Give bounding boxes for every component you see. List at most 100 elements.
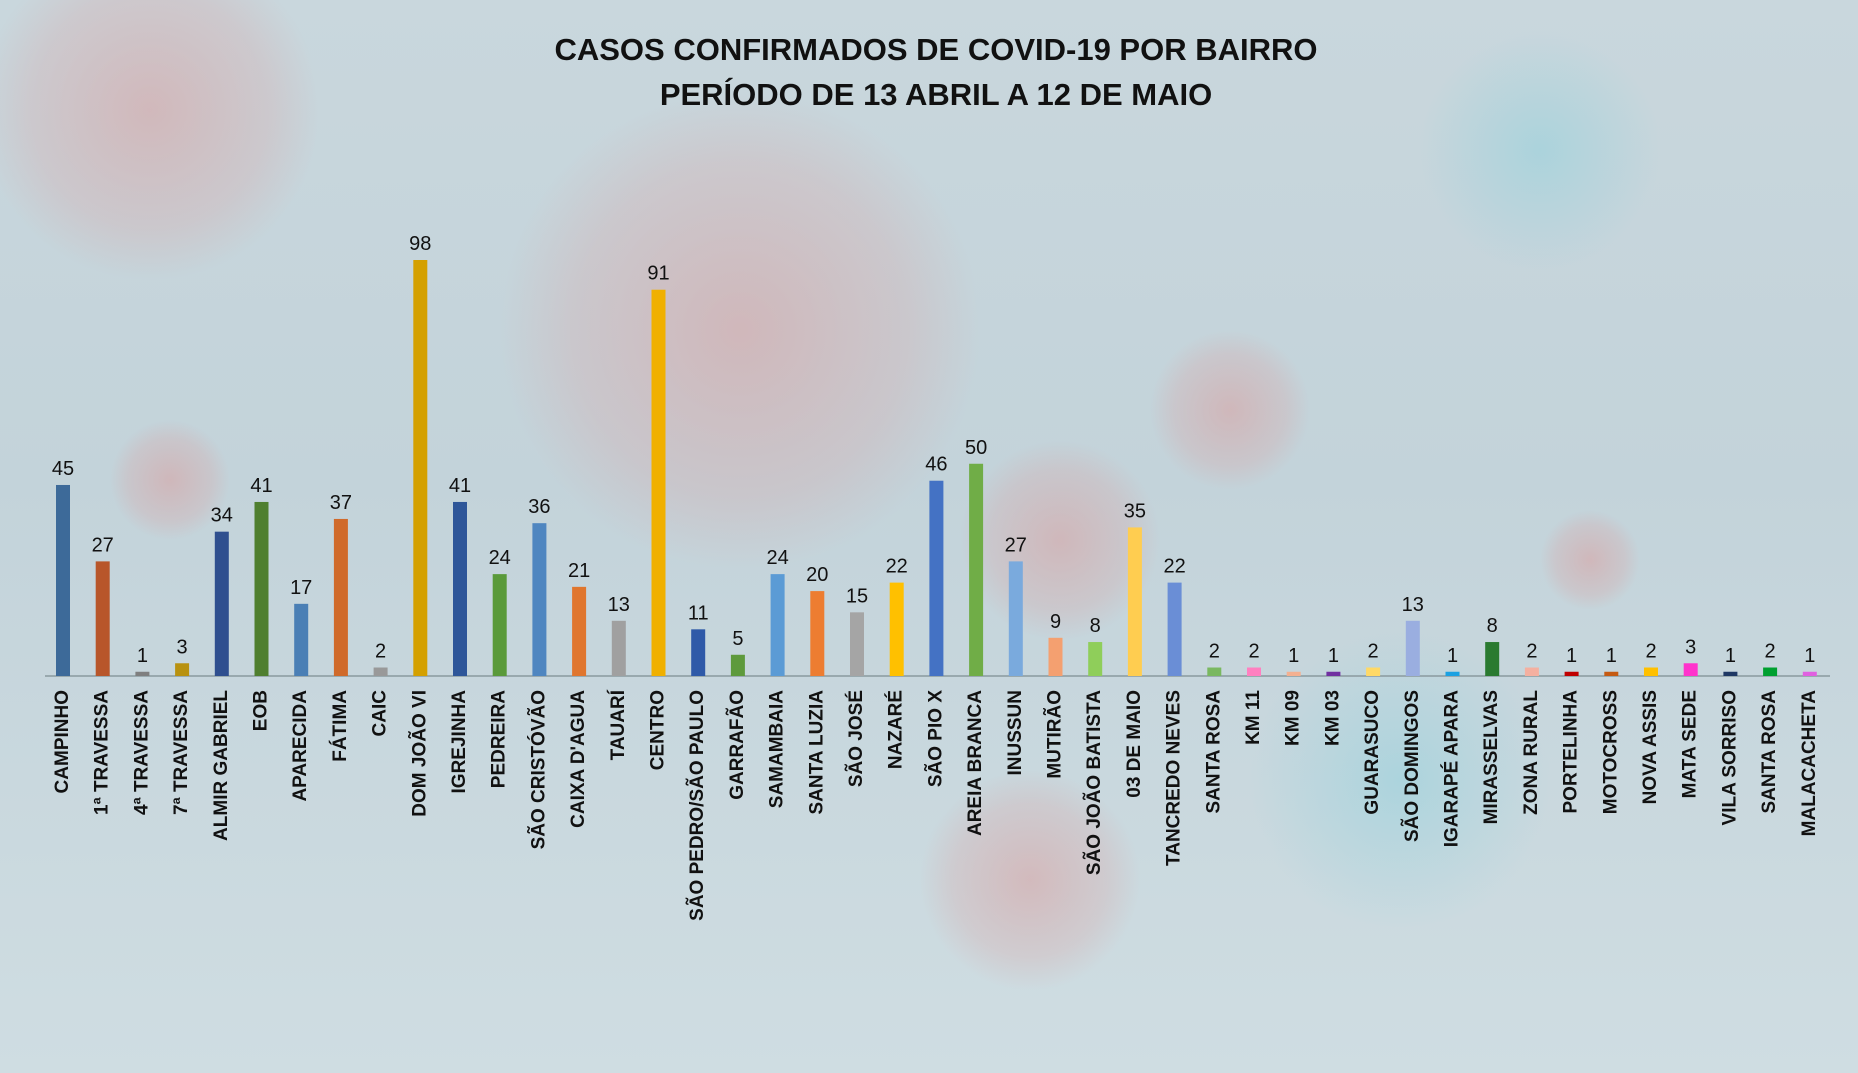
- bar: [255, 502, 269, 676]
- chart: CASOS CONFIRMADOS DE COVID-19 POR BAIRRO…: [0, 0, 1858, 1073]
- x-tick-label: MUTIRÃO: [1044, 690, 1066, 779]
- data-label: 2: [375, 641, 386, 663]
- bar: [1644, 668, 1658, 676]
- bar: [850, 612, 864, 676]
- bar: [413, 260, 427, 676]
- x-tick-label: FÁTIMA: [329, 690, 351, 762]
- bar: [334, 519, 348, 676]
- data-label: 13: [608, 594, 630, 616]
- data-label: 98: [409, 233, 431, 255]
- bar: [1803, 672, 1817, 676]
- data-label: 9: [1050, 611, 1061, 633]
- x-tick-label: MOTOCROSS: [1600, 690, 1621, 814]
- x-tick-label: CENTRO: [648, 690, 669, 770]
- data-label: 37: [330, 492, 352, 514]
- data-label: 21: [568, 560, 590, 582]
- data-label: 1: [1804, 645, 1815, 667]
- data-label: 41: [250, 475, 272, 497]
- bar: [612, 621, 626, 676]
- bar: [572, 587, 586, 676]
- x-tick-label: VILA SORRISO: [1719, 690, 1740, 825]
- bar: [1565, 672, 1579, 676]
- bar: [1763, 668, 1777, 676]
- x-tick-label: CAMPINHO: [52, 690, 73, 793]
- bar: [969, 464, 983, 676]
- bar: [1366, 668, 1380, 676]
- data-label: 1: [1566, 645, 1577, 667]
- data-label: 41: [449, 475, 471, 497]
- bar: [1485, 642, 1499, 676]
- bar: [652, 290, 666, 676]
- x-tick-label: SÃO PIO X: [924, 690, 946, 787]
- x-tick-label: 7ª TRAVESSA: [171, 690, 192, 815]
- x-tick-label: MATA SEDE: [1680, 690, 1701, 798]
- bar: [1446, 672, 1460, 676]
- data-label: 17: [290, 577, 312, 599]
- bar: [493, 574, 507, 676]
- data-label: 3: [1685, 636, 1696, 658]
- bar: [929, 481, 943, 676]
- x-tick-label: SÃO DOMINGOS: [1401, 690, 1423, 842]
- bar: [453, 502, 467, 676]
- x-tick-label: KM 09: [1283, 690, 1304, 746]
- data-label: 2: [1368, 641, 1379, 663]
- x-tick-label: SANTA ROSA: [1759, 690, 1780, 814]
- data-label: 1: [1288, 645, 1299, 667]
- x-tick-label: TANCREDO NEVES: [1164, 690, 1185, 866]
- data-label: 2: [1645, 641, 1656, 663]
- x-tick-label: 1ª TRAVESSA: [92, 690, 113, 815]
- chart-subtitle: PERÍODO DE 13 ABRIL A 12 DE MAIO: [660, 77, 1212, 112]
- data-label: 13: [1402, 594, 1424, 616]
- data-label: 2: [1526, 641, 1537, 663]
- bar: [374, 668, 388, 676]
- x-tick-label: SANTA LUZIA: [806, 690, 827, 815]
- x-tick-label: GARRAFÃO: [726, 690, 748, 800]
- bar: [1684, 663, 1698, 676]
- data-label: 27: [92, 534, 114, 556]
- x-tick-label: NOVA ASSIS: [1640, 690, 1661, 804]
- data-label: 35: [1124, 500, 1146, 522]
- bar: [1049, 638, 1063, 676]
- x-tick-label: DOM JOÃO VI: [408, 690, 430, 817]
- data-label: 1: [1328, 645, 1339, 667]
- x-tick-label: ZONA RURAL: [1521, 690, 1542, 815]
- x-tick-label: IGARAPÉ APARA: [1441, 690, 1463, 848]
- data-label: 24: [766, 547, 788, 569]
- x-tick-label: KM 11: [1243, 690, 1264, 745]
- bar: [96, 561, 110, 676]
- bar: [1168, 583, 1182, 676]
- x-tick-label: 03 DE MAIO: [1124, 690, 1145, 798]
- x-tick-label: MALACACHETA: [1799, 690, 1820, 837]
- data-label: 45: [52, 458, 74, 480]
- bar: [215, 532, 229, 676]
- data-label: 11: [688, 602, 709, 624]
- bar: [810, 591, 824, 676]
- data-label: 1: [1606, 645, 1617, 667]
- bar: [1525, 668, 1539, 676]
- data-label: 22: [1163, 556, 1185, 578]
- x-tick-label: SÃO PEDRO/SÃO PAULO: [686, 690, 708, 921]
- chart-title: CASOS CONFIRMADOS DE COVID-19 POR BAIRRO: [554, 32, 1317, 67]
- bar: [1406, 621, 1420, 676]
- x-tick-label: SÃO CRISTÓVÃO: [527, 690, 549, 849]
- x-tick-label: TAUARÍ: [607, 689, 629, 760]
- x-tick-label: APARECIDA: [290, 690, 311, 802]
- x-tick-label: SAMAMBAIA: [767, 690, 788, 808]
- x-tick-label: IGREJINHA: [449, 690, 470, 794]
- data-label: 24: [489, 547, 511, 569]
- page: CASOS CONFIRMADOS DE COVID-19 POR BAIRRO…: [0, 0, 1858, 1073]
- data-label: 50: [965, 437, 987, 459]
- bar: [1247, 668, 1261, 676]
- bar: [691, 629, 705, 676]
- x-tick-label: 4ª TRAVESSA: [131, 690, 152, 815]
- bar: [1207, 668, 1221, 676]
- data-label: 2: [1209, 641, 1220, 663]
- bar: [56, 485, 70, 676]
- x-tick-label: AREIA BRANCA: [965, 690, 986, 836]
- data-label: 1: [1447, 645, 1458, 667]
- data-label: 2: [1248, 641, 1259, 663]
- data-label: 8: [1090, 615, 1101, 637]
- bar: [1604, 672, 1618, 676]
- data-label: 91: [647, 263, 669, 285]
- bar: [1009, 561, 1023, 676]
